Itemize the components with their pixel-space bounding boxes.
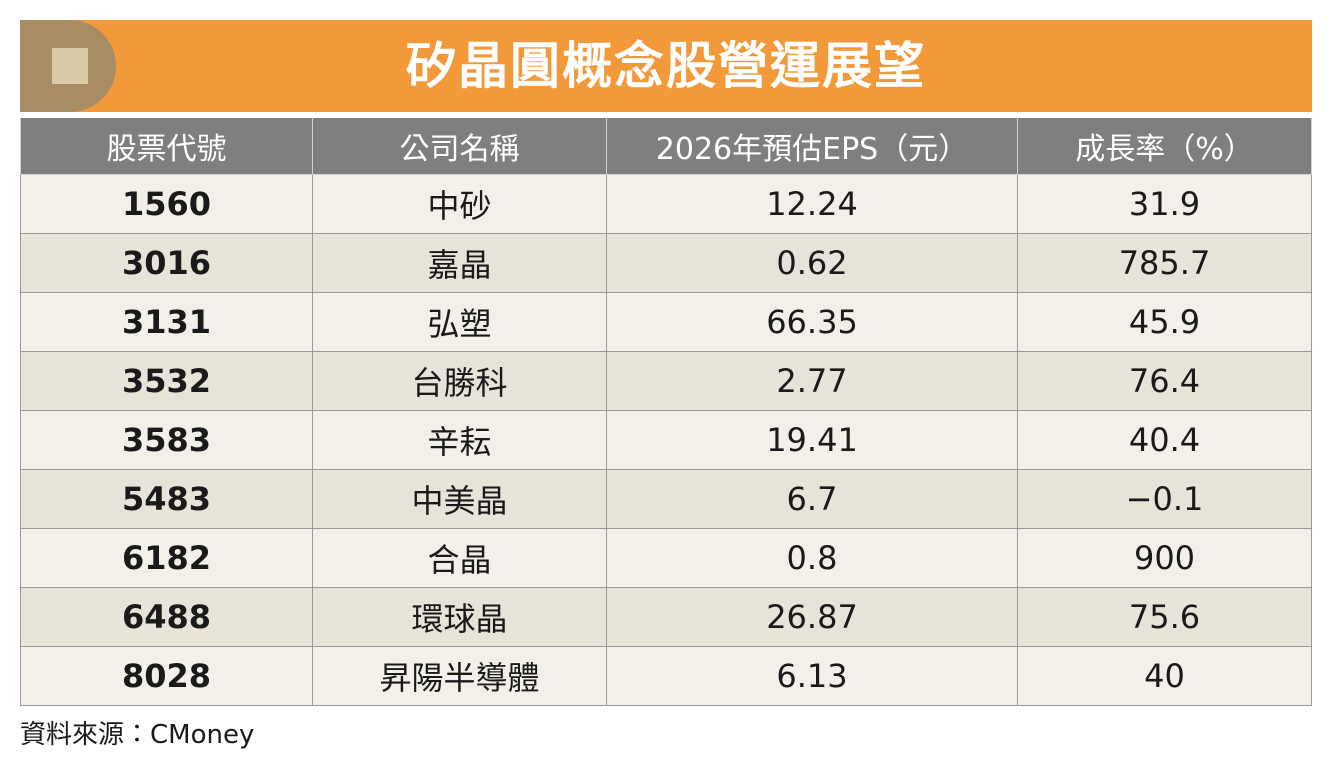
table-row: 3532 台勝科 2.77 76.4 bbox=[20, 352, 1312, 411]
table-cell: 19.41 bbox=[607, 411, 1018, 470]
table-cell: 3016 bbox=[20, 234, 313, 293]
column-header: 成長率（%） bbox=[1018, 118, 1312, 175]
source-note: 資料來源：CMoney bbox=[20, 720, 255, 750]
table-cell: 3131 bbox=[20, 293, 313, 352]
table-cell: −0.1 bbox=[1018, 470, 1312, 529]
table-cell: 12.24 bbox=[607, 175, 1018, 234]
table-row: 3131 弘塑 66.35 45.9 bbox=[20, 293, 1312, 352]
table-cell: 8028 bbox=[20, 647, 313, 706]
table-cell: 合晶 bbox=[313, 529, 607, 588]
column-header: 股票代號 bbox=[20, 118, 313, 175]
column-header: 2026年預估EPS（元） bbox=[607, 118, 1018, 175]
table: 股票代號 公司名稱 2026年預估EPS（元） 成長率（%） 1560 中砂 12.24 31… bbox=[20, 118, 1312, 706]
table-row: 8028 昇陽半導體 6.13 40 bbox=[20, 647, 1312, 706]
table-row: 5483 中美晶 6.7 −0.1 bbox=[20, 470, 1312, 529]
table-cell: 5483 bbox=[20, 470, 313, 529]
table-cell: 785.7 bbox=[1018, 234, 1312, 293]
table-cell: 6182 bbox=[20, 529, 313, 588]
table-cell: 3583 bbox=[20, 411, 313, 470]
table-cell: 6488 bbox=[20, 588, 313, 647]
table-row: 1560 中砂 12.24 31.9 bbox=[20, 175, 1312, 234]
table-row: 3016 嘉晶 0.62 785.7 bbox=[20, 234, 1312, 293]
table-cell: 昇陽半導體 bbox=[313, 647, 607, 706]
table-cell: 26.87 bbox=[607, 588, 1018, 647]
badge-square bbox=[52, 48, 88, 84]
table-cell: 辛耘 bbox=[313, 411, 607, 470]
table-cell: 中砂 bbox=[313, 175, 607, 234]
header-row: 股票代號 公司名稱 2026年預估EPS（元） 成長率（%） bbox=[20, 118, 1312, 175]
table-cell: 1560 bbox=[20, 175, 313, 234]
title: 矽晶圓概念股營運展望 bbox=[406, 37, 926, 95]
table-cell: 75.6 bbox=[1018, 588, 1312, 647]
table-cell: 900 bbox=[1018, 529, 1312, 588]
table-row: 3583 辛耘 19.41 40.4 bbox=[20, 411, 1312, 470]
table-cell: 76.4 bbox=[1018, 352, 1312, 411]
table-row: 6488 環球晶 26.87 75.6 bbox=[20, 588, 1312, 647]
table-cell: 嘉晶 bbox=[313, 234, 607, 293]
title-banner bbox=[20, 20, 1312, 112]
table-cell: 66.35 bbox=[607, 293, 1018, 352]
table-cell: 0.8 bbox=[607, 529, 1018, 588]
table-cell: 台勝科 bbox=[313, 352, 607, 411]
table-cell: 中美晶 bbox=[313, 470, 607, 529]
table-cell: 6.13 bbox=[607, 647, 1018, 706]
table-cell: 40.4 bbox=[1018, 411, 1312, 470]
table-cell: 環球晶 bbox=[313, 588, 607, 647]
table-cell: 40 bbox=[1018, 647, 1312, 706]
table-cell: 2.77 bbox=[607, 352, 1018, 411]
column-header: 公司名稱 bbox=[313, 118, 607, 175]
table-cell: 31.9 bbox=[1018, 175, 1312, 234]
table-cell: 45.9 bbox=[1018, 293, 1312, 352]
table-row: 6182 合晶 0.8 900 bbox=[20, 529, 1312, 588]
table-cell: 弘塑 bbox=[313, 293, 607, 352]
table-cell: 6.7 bbox=[607, 470, 1018, 529]
table-cell: 3532 bbox=[20, 352, 313, 411]
table-cell: 0.62 bbox=[607, 234, 1018, 293]
